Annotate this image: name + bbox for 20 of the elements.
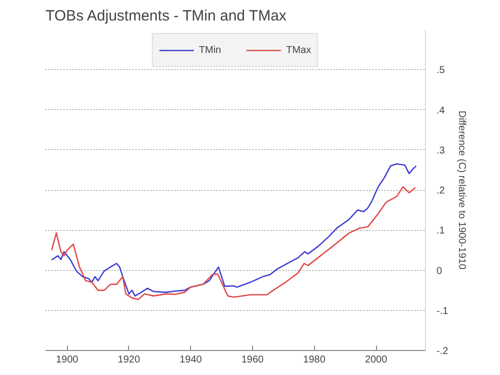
x-tick-label: 1960 [241, 354, 264, 366]
y-tick-label: -.2 [436, 346, 449, 357]
x-tick-label: 2000 [364, 354, 388, 366]
legend-label: TMin [198, 44, 222, 56]
x-tick-label: 1900 [56, 354, 79, 366]
y-tick-label: .3 [436, 145, 446, 156]
y-tick-label: .2 [436, 186, 446, 196]
x-tick-label: 1940 [180, 354, 202, 366]
y-tick-label: .5 [436, 65, 446, 76]
y-tick-label: .1 [436, 226, 446, 237]
y-tick-label: .4 [436, 105, 446, 116]
legend-label: TMax [286, 44, 312, 56]
chart-title: TOBs Adjustments - TMin and TMax [46, 8, 287, 24]
y-tick-label: 0 [436, 266, 442, 277]
x-tick-label: 1980 [303, 354, 326, 366]
y-tick-label: -.1 [436, 306, 449, 317]
y-axis-title: Difference (C) relative to 1900-1910 [456, 110, 468, 270]
x-tick-label: 1920 [118, 354, 140, 366]
line-series [51, 186, 416, 300]
line-series [51, 163, 417, 297]
